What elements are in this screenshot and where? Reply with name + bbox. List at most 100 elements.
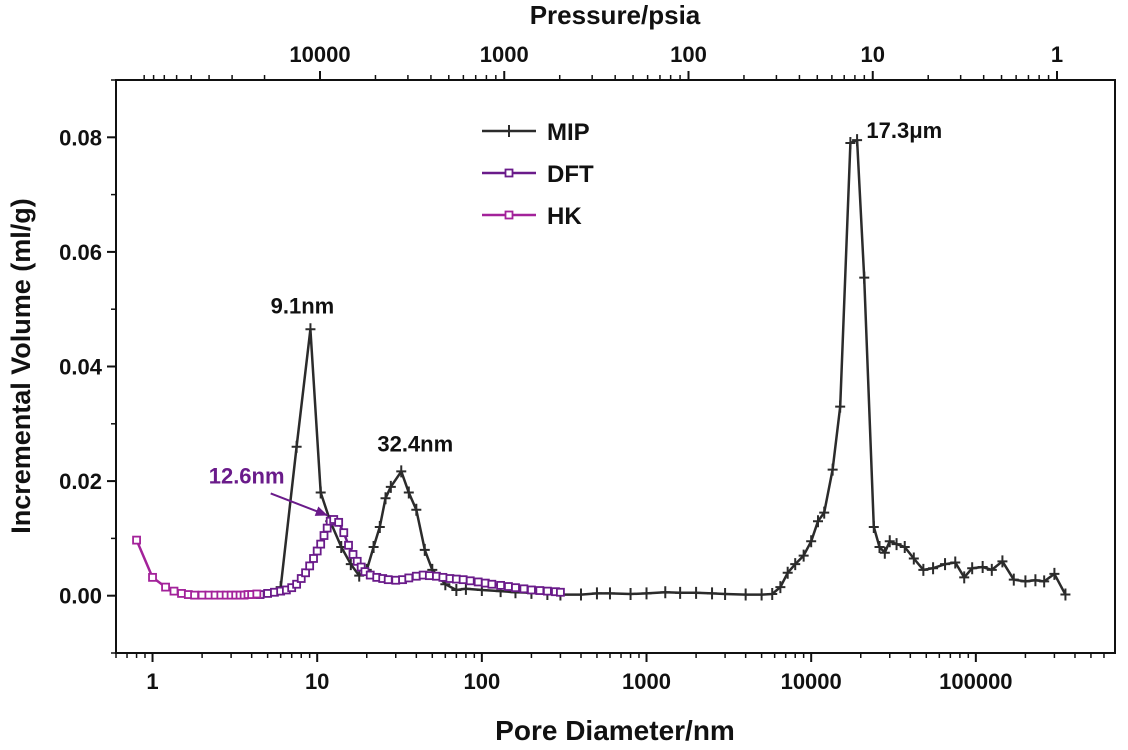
point-mip — [675, 586, 686, 599]
point-dft — [292, 579, 302, 589]
point-dft — [519, 584, 529, 594]
point-dft — [438, 572, 448, 582]
point-dft — [316, 539, 326, 549]
point-mip — [1049, 567, 1060, 580]
x-axis-title: Pore Diameter/nm — [495, 715, 735, 746]
point-mip — [1039, 575, 1050, 588]
annotation-label: 32.4nm — [377, 431, 453, 456]
top-tick-label: 10000 — [289, 42, 350, 67]
point-dft — [473, 577, 483, 587]
point-hk — [148, 572, 157, 582]
point-mip — [879, 546, 890, 559]
point-mip — [891, 538, 902, 551]
point-mip — [291, 440, 302, 453]
point-mip — [1008, 573, 1019, 586]
point-mip — [1030, 574, 1041, 587]
series-line-mip — [279, 138, 1067, 596]
point-mip — [575, 588, 586, 601]
point-mip — [874, 540, 885, 553]
point-dft — [322, 523, 332, 533]
point-mip — [368, 540, 379, 553]
legend-marker-dft — [504, 168, 514, 178]
point-mip — [852, 134, 863, 147]
point-dft — [527, 585, 536, 595]
point-mip — [305, 323, 316, 336]
point-mip — [782, 566, 793, 579]
legend-label-hk: HK — [547, 203, 582, 230]
point-dft — [496, 580, 506, 590]
x-tick-label: 1 — [146, 669, 158, 694]
point-mip — [720, 587, 731, 600]
point-dft — [458, 575, 468, 585]
point-dft — [556, 587, 565, 597]
point-hk — [161, 582, 170, 592]
point-mip — [1020, 575, 1031, 588]
legend-marker-mip — [504, 125, 514, 137]
point-dft — [504, 582, 513, 591]
y-tick-label: 0.04 — [59, 355, 103, 380]
point-mip — [396, 465, 407, 478]
point-mip — [812, 515, 823, 528]
legend: MIP DFT HK — [482, 119, 594, 230]
point-dft — [511, 583, 520, 593]
point-hk — [190, 590, 199, 600]
annotation-arrow-head — [314, 506, 328, 516]
point-dft — [535, 586, 545, 595]
point-hk — [132, 535, 141, 545]
x-tick-label: 100000 — [939, 669, 1012, 694]
point-mip — [790, 558, 801, 571]
top-tick-label: 1 — [1051, 42, 1063, 67]
point-dft — [309, 554, 318, 563]
point-dft — [305, 561, 315, 571]
point-mip — [767, 587, 778, 600]
point-mip — [859, 271, 870, 284]
legend-marker-hk — [504, 210, 514, 220]
point-mip — [918, 563, 929, 576]
point-dft — [383, 575, 393, 585]
point-mip — [419, 543, 430, 556]
point-mip — [884, 535, 895, 548]
point-dft — [312, 546, 322, 556]
point-mip — [374, 520, 385, 533]
point-dft — [319, 531, 329, 540]
annotation-label: 12.6nm — [209, 463, 285, 488]
point-mip — [899, 540, 910, 553]
y-tick-label: 0.02 — [59, 469, 102, 494]
point-mip — [691, 586, 702, 599]
point-mip — [660, 586, 671, 599]
point-mip — [1060, 588, 1071, 601]
y-tick-label: 0.06 — [59, 240, 102, 265]
point-mip — [959, 571, 970, 584]
x-tick-label: 10000 — [781, 669, 842, 694]
point-dft — [348, 550, 358, 559]
point-dft — [424, 571, 434, 581]
point-mip — [798, 549, 809, 562]
point-mip — [411, 503, 422, 516]
point-dft — [487, 579, 497, 589]
point-mip — [591, 587, 602, 600]
legend-label-mip: MIP — [547, 119, 590, 146]
point-dft — [301, 568, 310, 578]
point-mip — [380, 492, 391, 505]
point-dft — [465, 576, 475, 586]
point-mip — [385, 480, 396, 493]
point-mip — [641, 587, 652, 600]
point-mip — [967, 562, 978, 575]
series-layer — [132, 134, 1071, 601]
point-mip — [775, 581, 786, 594]
point-hk — [252, 589, 262, 599]
point-mip — [806, 535, 817, 548]
x-tick-label: 10 — [305, 669, 329, 694]
point-mip — [950, 556, 961, 569]
y-axis-title: Incremental Volume (ml/g) — [6, 198, 36, 534]
point-mip — [625, 587, 636, 600]
point-mip — [977, 561, 988, 574]
axis-ticks: 1 10 100 1000 10000 100000 10000 1000 100 10 1 0.00… — [59, 42, 1105, 694]
annotation-layer: 9.1nm 32.4nm 17.3μm 12.6nm — [209, 118, 942, 517]
annotation-label: 9.1nm — [271, 293, 335, 318]
point-mip — [315, 486, 326, 499]
point-mip — [940, 558, 951, 571]
plot-frame — [115, 79, 1116, 654]
point-dft — [334, 517, 344, 527]
